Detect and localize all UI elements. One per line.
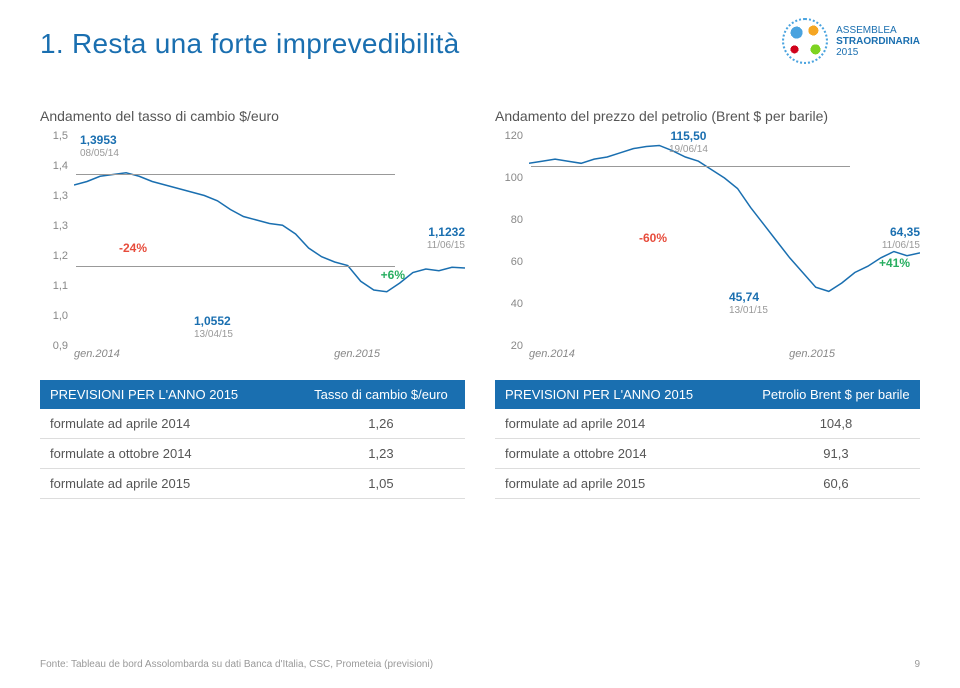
y-tick: 100 xyxy=(505,172,523,184)
brand-logo: ASSEMBLEA STRAORDINARIA 2015 xyxy=(782,18,920,64)
annot-left-trough: 1,0552 13/04/15 xyxy=(194,315,233,340)
y-tick: 40 xyxy=(511,298,523,310)
pct-left-main: -24% xyxy=(119,241,147,255)
table-cell-label: formulate a ottobre 2014 xyxy=(40,439,297,468)
footer-page-number: 9 xyxy=(914,659,920,670)
table-left-head: PREVISIONI PER L'ANNO 2015 Tasso di camb… xyxy=(40,380,465,409)
y-tick: 1,4 xyxy=(53,160,68,172)
table-row: formulate a ottobre 201491,3 xyxy=(495,439,920,469)
chart-right: 20406080100120 115,50 19/06/14 64,35 11/… xyxy=(495,136,920,366)
logo-line2: STRAORDINARIA xyxy=(836,36,920,47)
y-tick: 1,3 xyxy=(53,190,68,202)
table-right-head: PREVISIONI PER L'ANNO 2015 Petrolio Bren… xyxy=(495,380,920,409)
right-column: Andamento del prezzo del petrolio (Brent… xyxy=(495,108,920,499)
table-cell-label: formulate ad aprile 2014 xyxy=(495,409,752,438)
xlabel-left-1: gen.2015 xyxy=(334,348,380,366)
hline-right-top xyxy=(531,166,850,167)
chart-line xyxy=(74,173,465,292)
y-tick: 1,3 xyxy=(53,220,68,232)
table-cell-value: 91,3 xyxy=(752,439,920,468)
table-cell-value: 1,26 xyxy=(297,409,465,438)
y-tick: 80 xyxy=(511,214,523,226)
table-left: PREVISIONI PER L'ANNO 2015 Tasso di camb… xyxy=(40,380,465,499)
y-tick: 1,2 xyxy=(53,250,68,262)
table-cell-value: 1,23 xyxy=(297,439,465,468)
table-cell-label: formulate a ottobre 2014 xyxy=(495,439,752,468)
xlabel-left-0: gen.2014 xyxy=(74,348,120,366)
table-row: formulate ad aprile 201560,6 xyxy=(495,469,920,499)
table-row: formulate ad aprile 20151,05 xyxy=(40,469,465,499)
table-cell-value: 1,05 xyxy=(297,469,465,498)
hline-left-mid xyxy=(76,266,395,267)
annot-left-peak: 1,3953 08/05/14 xyxy=(80,134,119,159)
y-tick: 60 xyxy=(511,256,523,268)
y-tick: 1,5 xyxy=(53,130,68,142)
chart-left-subtitle: Andamento del tasso di cambio $/euro xyxy=(40,108,465,124)
table-cell-label: formulate ad aprile 2015 xyxy=(495,469,752,498)
y-tick: 20 xyxy=(511,340,523,352)
pct-right-main: -60% xyxy=(639,231,667,245)
chart-right-subtitle: Andamento del prezzo del petrolio (Brent… xyxy=(495,108,920,124)
pct-right-sub: +41% xyxy=(879,256,910,270)
annot-right-end: 64,35 11/06/15 xyxy=(882,226,920,251)
y-tick: 0,9 xyxy=(53,340,68,352)
y-tick: 120 xyxy=(505,130,523,142)
annot-right-peak: 115,50 19/06/14 xyxy=(669,130,708,155)
logo-line3: 2015 xyxy=(836,47,920,58)
table-cell-label: formulate ad aprile 2014 xyxy=(40,409,297,438)
table-cell-value: 60,6 xyxy=(752,469,920,498)
left-column: Andamento del tasso di cambio $/euro 0,9… xyxy=(40,108,465,499)
table-row: formulate ad aprile 20141,26 xyxy=(40,409,465,439)
table-right: PREVISIONI PER L'ANNO 2015 Petrolio Bren… xyxy=(495,380,920,499)
logo-line1: ASSEMBLEA xyxy=(836,25,920,36)
footer-source: Fonte: Tableau de bord Assolombarda su d… xyxy=(40,659,433,670)
annot-right-trough: 45,74 13/01/15 xyxy=(729,291,768,316)
y-tick: 1,1 xyxy=(53,280,68,292)
xlabel-right-1: gen.2015 xyxy=(789,348,835,366)
table-row: formulate a ottobre 20141,23 xyxy=(40,439,465,469)
table-cell-value: 104,8 xyxy=(752,409,920,438)
logo-swirl-icon xyxy=(782,18,828,64)
annot-left-end: 1,1232 11/06/15 xyxy=(427,226,465,251)
y-tick: 1,0 xyxy=(53,310,68,322)
table-row: formulate ad aprile 2014104,8 xyxy=(495,409,920,439)
chart-left: 0,91,01,11,21,31,31,41,5 1,3953 08/05/14… xyxy=(40,136,465,366)
xlabel-right-0: gen.2014 xyxy=(529,348,575,366)
table-cell-label: formulate ad aprile 2015 xyxy=(40,469,297,498)
chart-line xyxy=(529,145,920,291)
hline-left-top xyxy=(76,174,395,175)
pct-left-sub: +6% xyxy=(381,268,405,282)
